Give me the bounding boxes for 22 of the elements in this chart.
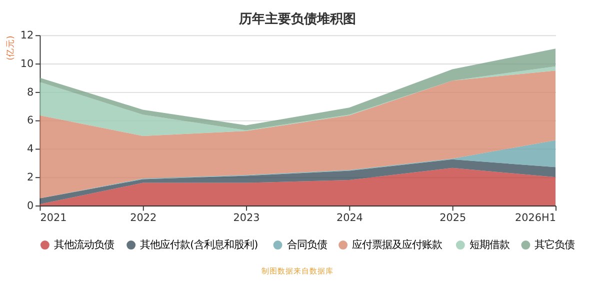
- x-tick-label: 2025: [440, 212, 466, 224]
- x-tick-label: 2022: [130, 212, 157, 224]
- x-tick-label: 2023: [233, 212, 260, 224]
- text: 制图数据来自数据库: [262, 266, 334, 276]
- y-tick-label: 0: [26, 200, 34, 212]
- chart-title: 历年主要负债堆积图: [238, 10, 356, 27]
- legend-label: 其它负债: [534, 238, 575, 251]
- y-tick-label: 10: [20, 58, 34, 70]
- y-tick-label: 6: [26, 114, 34, 127]
- legend-label: 应付票据及应付账款: [352, 238, 442, 251]
- y-tick-label: 12: [20, 29, 34, 42]
- legend-label: 合同负债: [286, 238, 327, 251]
- x-tick-label: 2026H1: [515, 212, 556, 224]
- legend-label: 其他应付款(含利息和股利): [140, 238, 258, 251]
- x-tick-label: 2021: [40, 212, 67, 224]
- legend-label: 短期借款: [469, 238, 510, 251]
- y-tick-label: 4: [26, 143, 34, 156]
- y-axis-title: (亿元): [4, 36, 16, 60]
- y-tick-label: 8: [26, 86, 34, 98]
- legend-label: 其他流动负债: [54, 238, 114, 251]
- y-tick-label: 2: [26, 171, 34, 184]
- x-tick-label: 2024: [336, 212, 364, 224]
